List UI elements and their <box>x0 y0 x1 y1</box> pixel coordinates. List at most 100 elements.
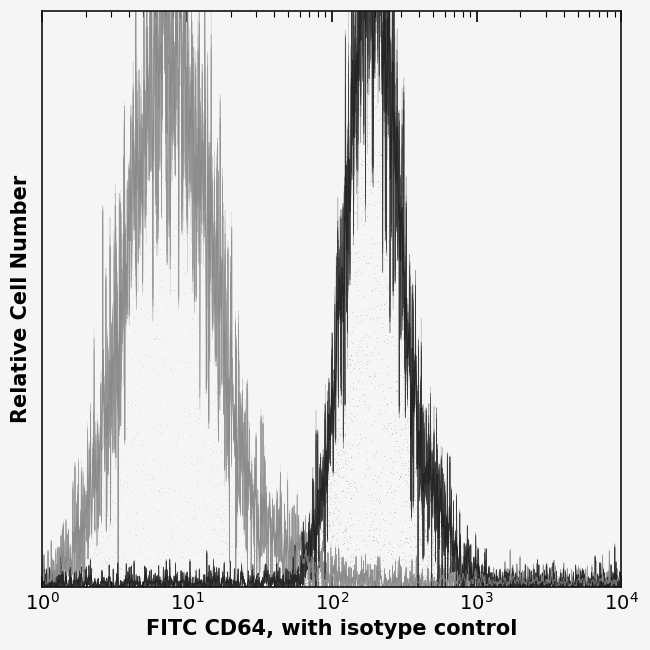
Point <box>99 553 109 564</box>
Point <box>400 419 410 429</box>
Point <box>194 563 205 573</box>
Point <box>454 578 465 588</box>
Point <box>356 580 366 590</box>
Point <box>382 174 393 185</box>
Point <box>244 557 255 567</box>
Point <box>389 220 399 231</box>
Point <box>427 538 437 548</box>
Point <box>104 579 114 590</box>
Point <box>374 580 384 590</box>
Point <box>84 528 95 539</box>
Point <box>384 545 395 555</box>
Point <box>135 575 145 585</box>
Point <box>296 561 306 571</box>
Point <box>158 575 168 586</box>
Point <box>436 551 446 561</box>
Point <box>330 502 341 513</box>
Point <box>398 424 408 434</box>
Point <box>190 260 200 270</box>
Point <box>233 549 243 560</box>
Point <box>429 551 439 561</box>
Point <box>159 162 170 173</box>
Point <box>290 573 300 583</box>
Point <box>154 248 164 258</box>
Point <box>434 575 444 586</box>
Point <box>480 557 490 567</box>
Point <box>578 576 588 586</box>
Point <box>421 544 431 554</box>
Point <box>443 537 454 547</box>
Point <box>257 530 267 540</box>
Point <box>301 566 311 577</box>
Point <box>75 569 86 580</box>
Point <box>362 350 372 360</box>
Point <box>207 397 217 408</box>
Point <box>287 562 297 573</box>
Point <box>354 61 364 72</box>
Point <box>484 566 494 577</box>
Point <box>374 197 385 207</box>
Point <box>122 556 132 566</box>
Point <box>361 454 372 464</box>
Point <box>201 436 211 447</box>
Point <box>454 579 464 590</box>
Point <box>354 104 365 114</box>
Point <box>331 554 341 564</box>
Point <box>106 500 116 511</box>
Point <box>40 579 50 590</box>
Point <box>264 578 274 589</box>
Point <box>452 575 462 586</box>
Point <box>54 573 64 583</box>
Point <box>98 469 109 480</box>
Point <box>63 575 73 585</box>
Point <box>316 564 326 575</box>
Point <box>463 571 473 582</box>
Point <box>198 493 208 504</box>
Point <box>316 571 326 581</box>
Point <box>283 580 294 591</box>
Point <box>352 376 363 387</box>
Point <box>405 533 415 543</box>
Point <box>153 350 164 361</box>
Point <box>502 581 513 592</box>
Point <box>127 437 138 448</box>
Point <box>447 532 457 543</box>
Point <box>270 573 281 584</box>
Point <box>443 548 454 558</box>
Point <box>134 411 144 422</box>
Point <box>413 491 423 502</box>
Point <box>578 574 588 584</box>
Point <box>318 565 328 575</box>
Point <box>327 387 337 397</box>
Point <box>288 577 298 588</box>
Point <box>474 574 484 584</box>
Point <box>363 530 374 541</box>
Point <box>70 538 81 549</box>
Point <box>445 579 455 590</box>
Point <box>280 554 290 564</box>
Point <box>264 534 274 545</box>
Point <box>327 577 337 588</box>
Point <box>417 495 428 505</box>
Point <box>202 538 213 548</box>
Point <box>231 390 241 400</box>
Point <box>206 579 216 590</box>
Point <box>44 575 54 585</box>
Point <box>332 465 343 476</box>
Point <box>504 578 514 588</box>
Point <box>332 572 342 582</box>
Point <box>83 553 94 564</box>
Point <box>350 267 361 278</box>
Point <box>129 211 139 222</box>
Point <box>146 519 156 530</box>
Point <box>331 332 341 343</box>
Point <box>238 578 248 589</box>
Point <box>292 554 302 564</box>
Point <box>98 419 109 429</box>
Point <box>447 543 457 553</box>
Point <box>56 567 66 577</box>
Point <box>84 464 95 474</box>
Point <box>144 575 154 586</box>
Point <box>421 554 432 565</box>
Point <box>439 558 450 568</box>
